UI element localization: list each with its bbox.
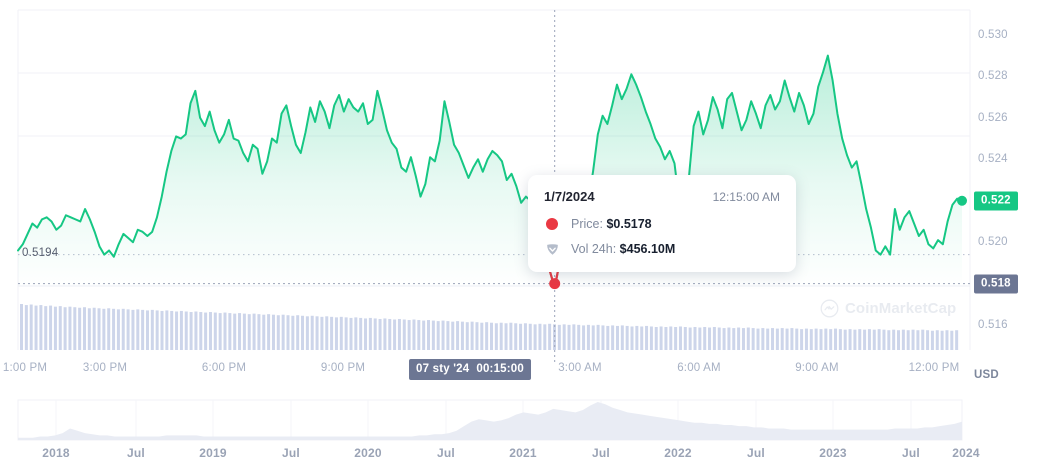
- navigator-tick: 2022: [664, 446, 692, 460]
- tooltip-volume-label: Vol 24h:: [571, 242, 617, 256]
- coinmarketcap-watermark: CoinMarketCap: [820, 299, 956, 318]
- navigator-tick: Jul: [747, 446, 765, 460]
- navigator-tick: Jul: [437, 446, 455, 460]
- tooltip-row-volume: Vol 24h: $456.10M: [544, 241, 780, 257]
- x-axis-tick: 6:00 AM: [677, 362, 721, 374]
- current-price-badge: 0.522: [974, 191, 1018, 211]
- x-axis-tick: 9:00 PM: [320, 362, 366, 374]
- navigator-tick: Jul: [592, 446, 610, 460]
- x-axis-tick: 12:00 PM: [908, 362, 960, 374]
- y-axis-tick: 0.524: [978, 153, 1008, 166]
- tooltip-date: 1/7/2024: [544, 189, 595, 204]
- tooltip-price-text: Price: $0.5178: [571, 217, 652, 231]
- navigator-tick: 2019: [199, 446, 227, 460]
- crosshair-time-badge: 07 sty '24 00:15:00: [409, 359, 531, 380]
- tooltip-price-label: Price:: [571, 217, 603, 231]
- price-plot-svg[interactable]: [0, 0, 1040, 390]
- crosshair-price-badge: 0.518: [974, 274, 1018, 294]
- tooltip-row-price: Price: $0.5178: [544, 216, 780, 232]
- x-axis-tick: 3:00 PM: [82, 362, 128, 374]
- range-navigator[interactable]: [0, 396, 1040, 472]
- y-axis-tick: 0.526: [978, 111, 1008, 124]
- x-axis-tick: 3:00 AM: [558, 362, 602, 374]
- navigator-preview-svg[interactable]: [0, 396, 1040, 446]
- y-axis: 0.530 0.528 0.526 0.524 0.520 0.516 0.522 0.518: [974, 0, 1040, 350]
- y-axis-tick: 0.520: [978, 236, 1008, 249]
- crosshair-point-marker: [549, 278, 561, 290]
- price-line: [17, 54, 963, 289]
- navigator-area: [18, 402, 962, 440]
- y-axis-tick: 0.528: [978, 70, 1008, 83]
- navigator-tick: 2020: [354, 446, 382, 460]
- x-axis-tick: 9:00 AM: [795, 362, 839, 374]
- x-axis-tick: 1:00 PM: [2, 362, 48, 374]
- y-axis-tick: 0.516: [978, 319, 1008, 332]
- tooltip-time: 12:15:00 AM: [712, 190, 780, 204]
- tooltip-volume-value: $456.10M: [619, 242, 676, 256]
- currency-label: USD: [974, 369, 999, 381]
- crosshair-badge-date: 07 sty '24: [416, 363, 470, 375]
- navigator-tick: 2023: [819, 446, 847, 460]
- x-axis: 1:00 PM 3:00 PM 6:00 PM 9:00 PM 3:00 AM 6:00 …: [0, 359, 1040, 382]
- navigator-tick: 2018: [42, 446, 70, 460]
- tooltip-header: 1/7/2024 12:15:00 AM: [544, 189, 780, 204]
- navigator-tick: Jul: [282, 446, 300, 460]
- last-price-marker: [957, 195, 967, 206]
- main-chart-area[interactable]: 0.5194 CoinMarketCap 1/7/2024 12:15:00 A…: [0, 0, 1040, 390]
- red-dot-icon: [544, 216, 560, 232]
- crosshair-badge-time: 00:15:00: [476, 363, 524, 375]
- chart-tooltip: 1/7/2024 12:15:00 AM Price: $0.5178: [528, 175, 796, 272]
- y-axis-tick: 0.530: [978, 28, 1008, 41]
- shield-icon: [544, 241, 560, 257]
- coinmarketcap-logo-icon: [820, 299, 839, 318]
- watermark-text: CoinMarketCap: [845, 300, 957, 317]
- low-price-label: 0.5194: [22, 246, 59, 259]
- tooltip-volume-text: Vol 24h: $456.10M: [571, 242, 675, 256]
- tooltip-price-value: $0.5178: [606, 217, 652, 231]
- navigator-tick: 2021: [509, 446, 537, 460]
- navigator-tick: 2024: [952, 446, 980, 460]
- navigator-axis: 2018 Jul 2019 Jul 2020 Jul 2021 Jul 2022 Jul 2023 J…: [0, 446, 1040, 466]
- navigator-tick: Jul: [127, 446, 145, 460]
- navigator-tick: Jul: [902, 446, 920, 460]
- x-axis-tick: 6:00 PM: [201, 362, 247, 374]
- price-area-fill: [18, 55, 962, 288]
- volume-bars: [20, 304, 959, 350]
